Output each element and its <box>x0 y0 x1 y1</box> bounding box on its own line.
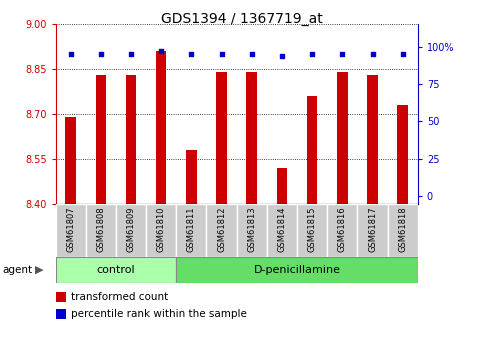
Text: transformed count: transformed count <box>71 292 168 302</box>
Point <box>157 48 165 54</box>
Point <box>187 51 195 57</box>
Point <box>127 51 135 57</box>
Bar <box>388 204 418 257</box>
Bar <box>307 96 317 204</box>
Bar <box>327 204 357 257</box>
Text: GSM61810: GSM61810 <box>156 206 166 252</box>
Bar <box>216 72 227 204</box>
Point <box>339 51 346 57</box>
Bar <box>237 204 267 257</box>
Text: ▶: ▶ <box>35 265 43 275</box>
Bar <box>146 204 176 257</box>
Text: GSM61818: GSM61818 <box>398 206 407 252</box>
Text: GSM61809: GSM61809 <box>127 206 136 252</box>
Text: percentile rank within the sample: percentile rank within the sample <box>71 309 247 319</box>
Text: GSM61812: GSM61812 <box>217 206 226 252</box>
Bar <box>56 204 86 257</box>
Point <box>369 51 376 57</box>
Text: GSM61817: GSM61817 <box>368 206 377 252</box>
Text: GSM61807: GSM61807 <box>66 206 75 252</box>
Bar <box>96 75 106 204</box>
Bar <box>357 204 388 257</box>
Point <box>248 51 256 57</box>
Point <box>97 51 105 57</box>
Bar <box>86 204 116 257</box>
Text: agent: agent <box>2 265 32 275</box>
Bar <box>398 105 408 204</box>
Bar <box>176 257 418 283</box>
Bar <box>367 75 378 204</box>
Bar <box>156 51 167 204</box>
Text: control: control <box>97 265 135 275</box>
Text: GSM61816: GSM61816 <box>338 206 347 252</box>
Bar <box>56 257 176 283</box>
Bar <box>277 168 287 204</box>
Bar <box>126 75 136 204</box>
Text: D-penicillamine: D-penicillamine <box>254 265 341 275</box>
Bar <box>186 150 197 204</box>
Text: GSM61808: GSM61808 <box>96 206 105 252</box>
Point <box>308 51 316 57</box>
Point <box>278 53 286 58</box>
Bar <box>246 72 257 204</box>
Point <box>399 51 407 57</box>
Point <box>218 51 226 57</box>
Bar <box>267 204 297 257</box>
Bar <box>176 204 207 257</box>
Bar <box>116 204 146 257</box>
Bar <box>65 117 76 204</box>
Bar <box>297 204 327 257</box>
Text: GSM61814: GSM61814 <box>277 206 286 252</box>
Text: GSM61813: GSM61813 <box>247 206 256 252</box>
Bar <box>207 204 237 257</box>
Bar <box>337 72 348 204</box>
Point <box>67 51 74 57</box>
Text: GSM61815: GSM61815 <box>308 206 317 252</box>
Text: GDS1394 / 1367719_at: GDS1394 / 1367719_at <box>161 12 322 26</box>
Text: GSM61811: GSM61811 <box>187 206 196 252</box>
